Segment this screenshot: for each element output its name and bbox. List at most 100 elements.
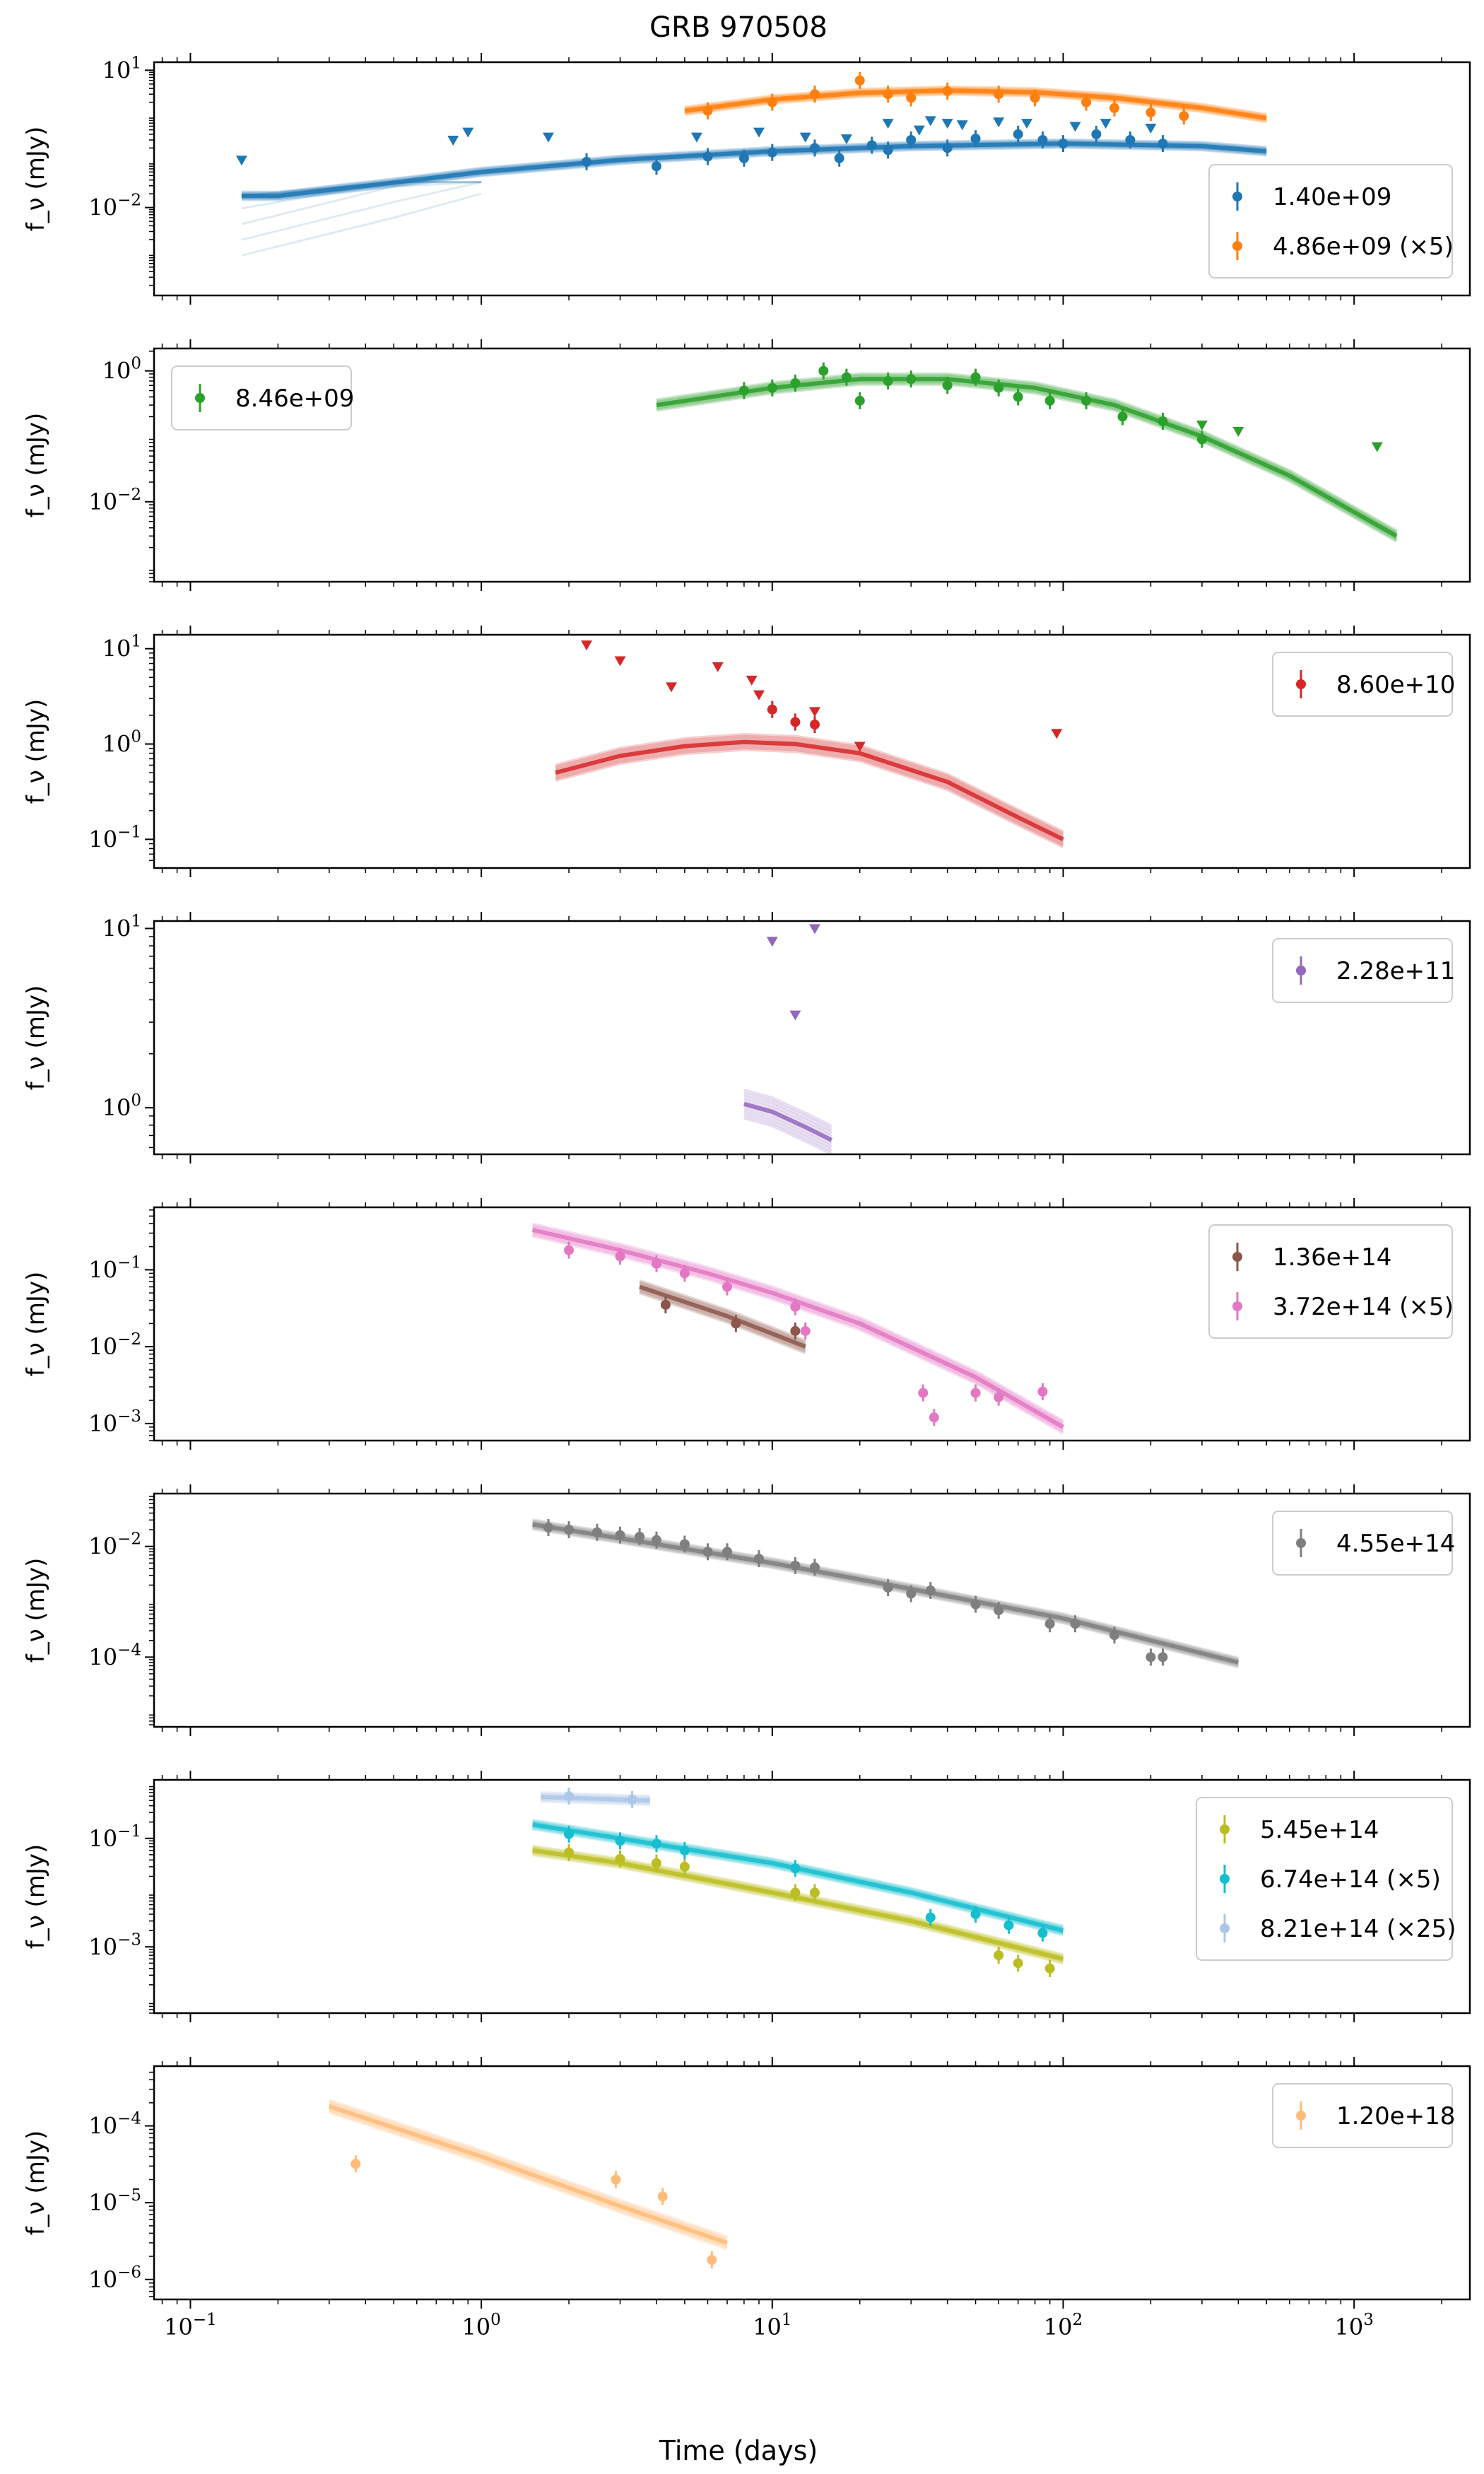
x-tick-label: 102 [1044,2311,1083,2340]
data-point [906,93,917,103]
data-point [925,1585,936,1596]
data-point [994,1392,1004,1402]
y-tick-label: 10−2 [88,1530,141,1560]
model-sample-line [532,1518,1239,1660]
data-point [767,147,777,158]
data-point [753,1554,764,1564]
upper-limit-marker [1145,123,1157,134]
upper-limit-marker [808,707,820,717]
model-sample-line [329,2099,728,2239]
y-axis-label: f_ν (mJy) [22,985,50,1091]
series-1.36e+14 [639,1279,806,1354]
data-point [1013,1958,1023,1969]
model-sample-line [639,1280,806,1344]
data-point [854,395,865,406]
legend-marker [1220,1923,1230,1933]
data-point [970,1599,981,1610]
data-point [1044,395,1055,406]
data-point [1013,129,1023,139]
chart-title: GRB 970508 [649,11,828,44]
upper-limit-marker [614,656,626,667]
model-sample-line [684,85,1267,117]
model-sample-line [532,1827,1064,1937]
model-sample-line [532,1527,1239,1669]
panels-group: 101 10−2 f_ν (mJy) 1.40e+09 4.86e+09 (×5) 100… [22,53,1471,2340]
y-tick-label: 10−4 [88,1641,141,1670]
upper-limit-marker [882,119,894,129]
data-point [854,75,865,86]
data-point [1081,97,1092,107]
data-point [1030,93,1040,103]
data-point [841,372,852,382]
axes-frame [153,1778,1471,2015]
data-point [790,717,801,727]
model-fan-line [241,181,482,225]
model-sample-line [555,745,1064,847]
data-point [1037,1386,1048,1397]
legend-label: 4.55e+14 [1336,1530,1455,1558]
data-point [767,704,777,715]
model-sample-line [684,92,1267,124]
legend-label: 1.40e+09 [1273,183,1391,211]
data-point [809,720,820,730]
model-fan-line [241,192,482,257]
data-point [702,1547,713,1557]
data-point [1037,135,1048,145]
upper-limit-marker [746,675,758,686]
series-2.28e+11 [743,924,833,1154]
data-point [1058,139,1068,149]
legend: 1.36e+14 3.72e+14 (×5) [1208,1224,1454,1339]
model-sample-line [656,373,1398,534]
data-point [809,1887,820,1898]
data-point [767,382,777,393]
model-median-line [532,1522,1239,1665]
data-point [809,89,820,100]
model-sample-line [329,2110,728,2251]
axes-frame [153,633,1471,869]
y-tick-label: 101 [102,54,141,83]
data-point [942,380,953,391]
legend-box [1208,1224,1453,1339]
data-point [790,1560,801,1571]
data-point [1158,416,1168,426]
y-tick-label: 100 [102,1091,141,1121]
model-sample-line [555,734,1064,836]
data-point [994,382,1004,393]
panel-data [555,640,1064,848]
model-sample-line [684,91,1267,123]
data-point [722,1547,733,1557]
data-point [809,143,820,153]
model-median-line [555,739,1064,842]
data-point [731,1318,741,1329]
panel-data [531,1222,1064,1435]
data-point [1044,1963,1055,1974]
data-point [615,1251,625,1262]
model-sample-line [639,1282,806,1346]
data-point [738,153,749,163]
upper-limit-marker [808,924,820,934]
data-point [767,97,777,107]
model-median-line [639,1284,806,1349]
legend: 1.20e+18 [1272,2083,1455,2148]
panel-data [328,2099,728,2269]
data-point [564,1829,575,1839]
upper-limit-marker [854,741,866,752]
data-point [351,2159,361,2169]
model-median-line [656,377,1398,538]
x-tick-label: 10−1 [164,2311,217,2340]
legend-box [1196,1797,1453,1961]
model-median-line [743,1101,833,1142]
y-tick-label: 10−1 [88,1253,141,1283]
upper-limit-marker [753,127,765,138]
data-point [1158,139,1168,149]
y-tick-label: 10−2 [88,1330,141,1360]
data-point [994,1605,1004,1616]
y-tick-label: 100 [102,355,141,385]
data-point [707,2255,717,2265]
legend-marker [1232,192,1242,201]
upper-limit-marker [789,1010,801,1021]
data-point [651,1858,661,1868]
data-point [790,1887,801,1898]
data-point [906,135,917,145]
